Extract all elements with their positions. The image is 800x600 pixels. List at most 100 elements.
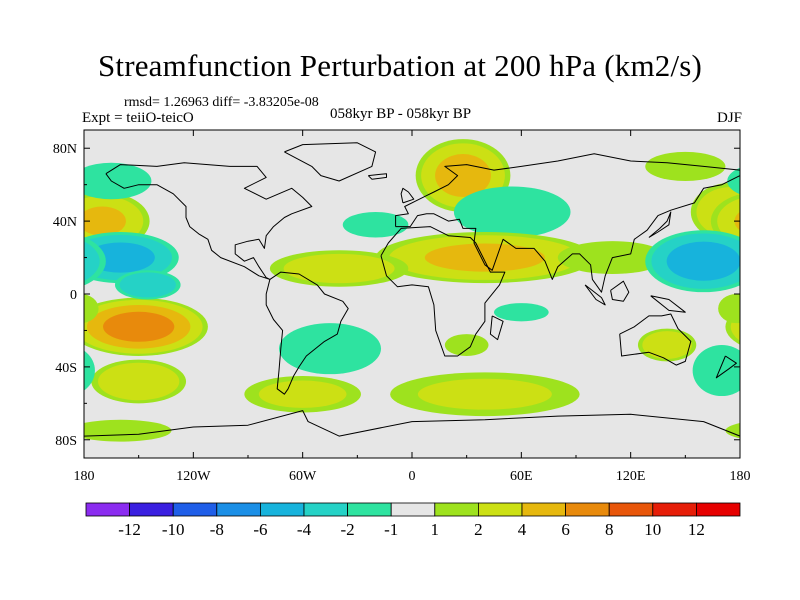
anomaly-band — [727, 167, 740, 195]
anomaly-16 — [278, 323, 382, 375]
anomaly-band — [84, 241, 100, 282]
chart-title: Streamfunction Perturbation at 200 hPa (… — [97, 48, 703, 83]
coastline-japan — [648, 211, 672, 238]
anomaly-band — [718, 294, 740, 324]
y-tick-label: 80S — [55, 434, 77, 449]
anomaly-1 — [645, 151, 726, 182]
x-tick-label: 60W — [289, 469, 317, 484]
anomaly-band — [642, 331, 692, 359]
anomaly-4 — [375, 232, 595, 284]
anomaly-band — [493, 303, 549, 322]
anomaly-band — [84, 162, 152, 200]
anomaly-15 — [244, 376, 361, 413]
x-tick-label: 180 — [74, 469, 95, 484]
colorbar-swatch — [172, 502, 218, 517]
colorbar-label: -10 — [162, 520, 185, 539]
anomaly-21 — [637, 328, 697, 362]
anomaly-23 — [84, 294, 740, 324]
coastline-africa — [380, 226, 506, 357]
anomaly-band — [417, 378, 552, 410]
colorbar-label: 10 — [644, 520, 661, 539]
anomaly-field-layer — [84, 139, 740, 442]
colorbar-swatch — [216, 502, 261, 517]
anomaly-20 — [390, 372, 580, 417]
colorbar-label: 2 — [474, 520, 483, 539]
anomaly-band — [424, 243, 546, 272]
anomaly-band — [666, 241, 740, 281]
x-axis: 180 120W 60W 0 60E 120E 180 — [74, 130, 751, 484]
coastline-madagascar — [489, 315, 504, 341]
colorbar-swatch — [696, 502, 741, 517]
anomaly-band — [84, 294, 99, 323]
anomaly-band — [342, 212, 409, 238]
anomaly-11 — [84, 162, 740, 200]
coastline-north-america — [105, 162, 313, 280]
colorbar-label: -6 — [253, 520, 267, 539]
anomaly-2 — [453, 186, 571, 238]
colorbar-swatch — [129, 502, 174, 517]
colorbar-swatch — [477, 502, 523, 517]
anomaly-14 — [91, 359, 187, 404]
anomaly-band — [734, 211, 740, 231]
anomaly-band — [103, 311, 175, 342]
coastline-antarctica — [84, 410, 740, 437]
x-tick-label: 180 — [730, 469, 751, 484]
colorbar-swatch — [303, 502, 348, 517]
coastline-eurasia — [395, 153, 740, 293]
colorbar-label: -4 — [297, 520, 312, 539]
anomaly-band — [444, 334, 489, 356]
period-label: 058kyr BP - 058kyr BP — [330, 106, 472, 122]
x-tick-label: 0 — [409, 469, 416, 484]
colorbar-swatch — [259, 502, 305, 517]
coastline-new-guinea — [650, 295, 686, 313]
coastline-greenland — [284, 142, 377, 182]
x-tick-label: 120W — [176, 469, 211, 484]
colorbar-swatch — [652, 502, 697, 517]
y-tick-label: 40S — [55, 361, 77, 376]
anomaly-band — [692, 345, 740, 397]
colorbar-swatch — [434, 502, 479, 517]
colorbar-label: -12 — [118, 520, 141, 539]
anomaly-band — [84, 258, 85, 265]
map-background — [84, 130, 740, 458]
stats-subtitle: rmsd= 1.26963 diff= -3.83205e-08 — [124, 95, 319, 110]
coastline-iceland — [367, 173, 387, 180]
x-tick-label: 120E — [616, 469, 646, 484]
anomaly-19 — [493, 303, 549, 322]
anomaly-band — [84, 206, 126, 236]
y-tick-label: 0 — [70, 288, 77, 303]
anomaly-band — [645, 151, 726, 182]
anomaly-3 — [342, 212, 409, 238]
anomaly-band — [119, 272, 176, 298]
colorbar-swatch — [608, 502, 654, 517]
colorbar-label: -2 — [341, 520, 355, 539]
coastline-layer — [84, 142, 740, 437]
coastline-borneo — [610, 280, 630, 302]
coastline-australia — [619, 313, 692, 366]
season-label: DJF — [716, 110, 742, 126]
anomaly-band — [453, 186, 571, 238]
anomaly-10 — [84, 230, 740, 293]
colorbar-label: 12 — [688, 520, 705, 539]
anomaly-band — [258, 380, 347, 408]
anomaly-band — [84, 419, 172, 442]
anomaly-5 — [269, 250, 409, 287]
colorbar-label: 8 — [605, 520, 614, 539]
colorbar-swatch — [565, 502, 610, 517]
colorbar-swatch — [521, 502, 566, 517]
colorbar-label: 6 — [561, 520, 570, 539]
map-plot-area — [84, 130, 740, 458]
coastline-new-zealand — [715, 355, 737, 379]
anomaly-band — [278, 323, 382, 375]
coastline-uk — [400, 187, 415, 204]
colorbar-label: -1 — [384, 520, 398, 539]
colorbar-label: 1 — [431, 520, 440, 539]
x-tick-label: 60E — [510, 469, 533, 484]
colorbar-swatch — [85, 502, 130, 517]
anomaly-13 — [114, 270, 181, 300]
anomaly-band — [730, 312, 740, 341]
coastline-south-america — [265, 271, 349, 395]
anomaly-18 — [444, 334, 489, 356]
coastline-sumatra — [584, 284, 606, 306]
colorbar-swatch — [347, 502, 392, 517]
